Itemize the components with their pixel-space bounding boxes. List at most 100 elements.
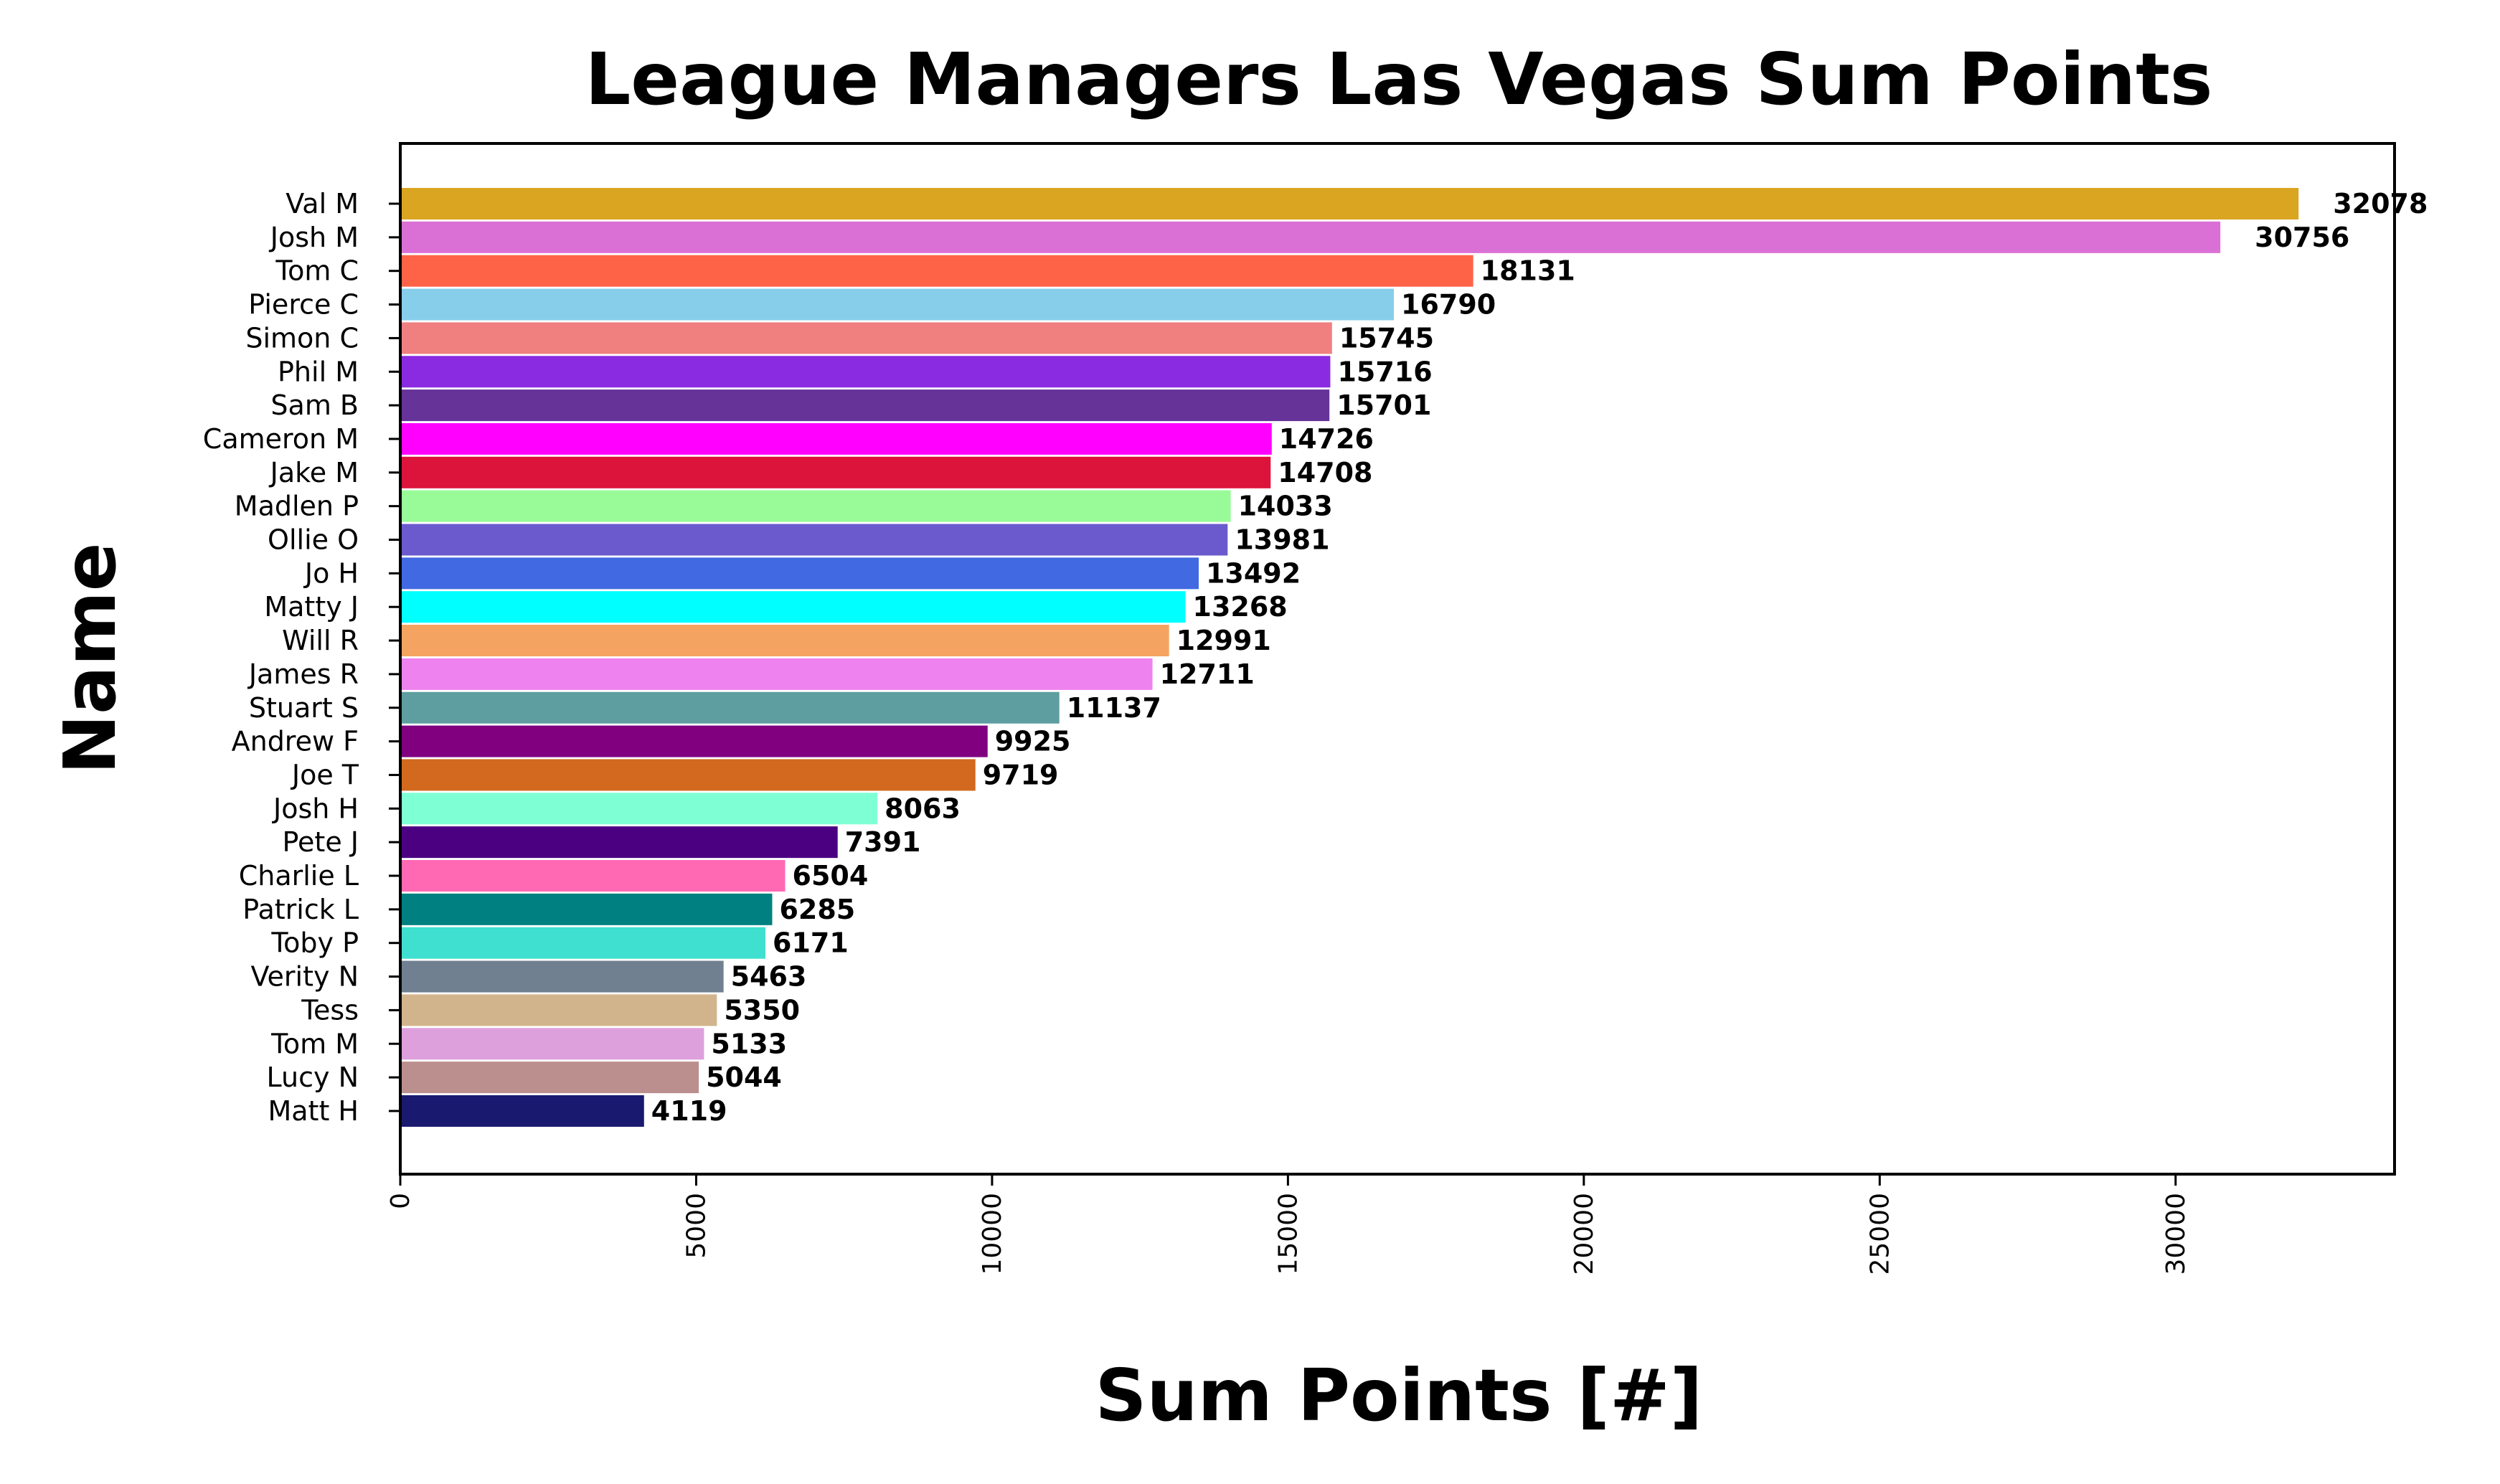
bar	[400, 1028, 704, 1060]
plot-frame	[399, 142, 2396, 1176]
chart-title: League Managers Las Vegas Sum Points	[585, 37, 2213, 121]
data-label: 32078	[2333, 188, 2428, 219]
bar	[400, 658, 1153, 690]
bar	[400, 860, 786, 892]
data-label: 5133	[711, 1028, 787, 1059]
bar	[400, 994, 717, 1026]
data-label: 18131	[1481, 255, 1575, 287]
bar	[400, 927, 766, 959]
data-label: 12991	[1176, 625, 1271, 656]
data-label: 14033	[1238, 491, 1333, 522]
y-tick-label: Cameron M	[203, 423, 359, 455]
bar	[400, 725, 988, 757]
y-tick-label: Sam B	[270, 389, 359, 421]
bar	[400, 422, 1272, 455]
bar	[400, 255, 1473, 287]
data-label: 12711	[1160, 658, 1255, 690]
y-tick-label: Charlie L	[239, 860, 359, 892]
data-label: 14708	[1278, 457, 1372, 488]
y-tick-label: Ollie O	[268, 524, 359, 556]
y-tick-label: Lucy N	[267, 1062, 359, 1093]
y-tick-label: Tom C	[275, 255, 359, 287]
bar	[400, 591, 1186, 623]
x-tick-label: 25000	[1865, 1193, 1895, 1275]
data-label: 4119	[651, 1095, 727, 1127]
y-tick-label: Simon C	[245, 322, 359, 354]
bar	[400, 960, 724, 993]
data-label: 11137	[1067, 692, 1161, 724]
x-tick-label: 15000	[1273, 1193, 1303, 1275]
bar	[400, 356, 1331, 388]
x-axis-label: Sum Points [#]	[1095, 1353, 1702, 1437]
x-tick-label: 10000	[978, 1193, 1007, 1275]
bar	[400, 490, 1231, 522]
y-tick-label: Pierce C	[248, 289, 359, 321]
bar	[400, 557, 1199, 590]
data-label: 6504	[793, 860, 869, 892]
bar	[400, 1062, 699, 1094]
y-tick-label: Val M	[286, 188, 359, 219]
y-tick-label: Phil M	[278, 356, 359, 387]
bar	[400, 322, 1332, 354]
data-label: 13981	[1235, 524, 1329, 556]
y-tick-label: James R	[247, 658, 359, 690]
data-label: 8063	[885, 793, 961, 824]
y-tick-label: Joe T	[291, 759, 359, 790]
x-tick-label: 0	[386, 1193, 415, 1209]
bar	[400, 389, 1330, 422]
data-label: 9719	[983, 759, 1059, 790]
data-label: 15745	[1339, 322, 1434, 354]
y-tick-label: Andrew F	[232, 726, 359, 757]
y-tick-label: Madlen P	[235, 491, 359, 522]
y-tick-label: Toby P	[270, 927, 359, 959]
y-tick-label: Tess	[301, 994, 359, 1026]
bar	[400, 826, 838, 859]
data-label: 30756	[2255, 222, 2349, 253]
bar	[400, 456, 1271, 488]
bar	[400, 691, 1060, 724]
data-label: 14726	[1279, 423, 1374, 455]
y-tick-label: Will R	[282, 625, 359, 656]
data-label: 16790	[1401, 289, 1496, 321]
data-label: 13492	[1206, 557, 1301, 589]
data-label: 15716	[1337, 356, 1432, 387]
bar	[400, 793, 878, 825]
data-label: 5044	[706, 1062, 782, 1093]
y-tick-label: Verity N	[251, 961, 359, 993]
y-tick-label: Josh M	[269, 222, 359, 253]
bar	[400, 221, 2221, 253]
bar	[400, 1095, 644, 1127]
data-label: 9925	[995, 726, 1071, 757]
y-tick-label: Jake M	[269, 457, 359, 488]
bar	[400, 759, 976, 791]
x-tick-label: 30000	[2161, 1193, 2191, 1275]
x-tick-label: 5000	[681, 1193, 711, 1259]
y-tick-label: Matty J	[264, 591, 359, 623]
y-tick-label: Tom M	[270, 1028, 359, 1059]
y-tick-label: Pete J	[282, 826, 359, 858]
bar	[400, 188, 2299, 219]
x-tick-label: 20000	[1570, 1193, 1599, 1275]
y-tick-label: Matt H	[268, 1095, 359, 1127]
bar	[400, 288, 1395, 321]
bar	[400, 524, 1228, 556]
data-label: 5350	[724, 994, 800, 1026]
y-tick-label: Stuart S	[249, 692, 359, 724]
bars-layer	[400, 188, 2299, 1127]
data-label: 5463	[731, 961, 807, 993]
data-label: 7391	[845, 826, 921, 858]
data-label: 15701	[1336, 389, 1431, 421]
data-label: 6285	[779, 894, 855, 925]
y-tick-label: Patrick L	[242, 894, 359, 925]
y-tick-label: Josh H	[272, 793, 359, 824]
bar	[400, 893, 773, 925]
y-axis-label: Name	[48, 542, 132, 774]
bar	[400, 625, 1169, 657]
y-tick-label: Jo H	[303, 557, 359, 589]
data-label: 13268	[1193, 591, 1288, 623]
data-label: 6171	[773, 927, 849, 959]
